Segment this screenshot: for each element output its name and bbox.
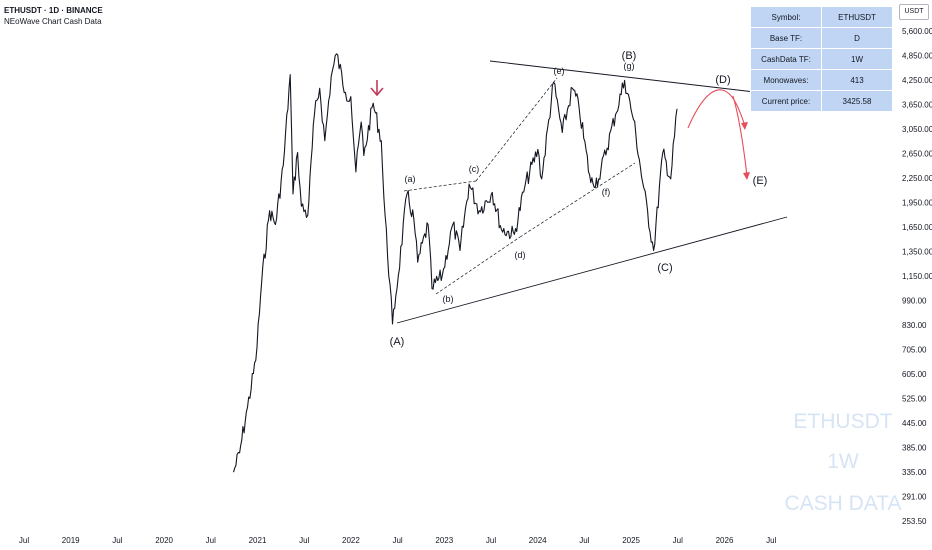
y-tick-label: 335.00 xyxy=(902,468,927,477)
y-tick-label: 4,850.00 xyxy=(902,52,932,61)
y-tick-label: 3,050.00 xyxy=(902,125,932,134)
info-key: CashData TF: xyxy=(750,48,822,70)
wave-label-a: (a) xyxy=(405,174,416,184)
y-tick-label: 3,650.00 xyxy=(902,101,932,110)
projection-arrowhead-1 xyxy=(741,122,748,130)
y-tick-label: 1,650.00 xyxy=(902,223,932,232)
chart-title: ETHUSDT · 1D · BINANCE xyxy=(4,6,103,15)
info-row: Base TF: D xyxy=(750,27,893,49)
wave-label-A: (A) xyxy=(390,336,405,348)
wave-label-b: (b) xyxy=(443,294,454,304)
chart-subtitle: NEoWave Chart Cash Data xyxy=(4,17,102,26)
top-marker-arrow-head xyxy=(370,87,384,97)
y-tick-label: 2,650.00 xyxy=(902,150,932,159)
x-tick-label: 2023 xyxy=(435,536,453,545)
info-row: Current price: 3425.58 xyxy=(750,90,893,112)
x-tick-label: Jul xyxy=(112,536,122,545)
y-tick-label: 525.00 xyxy=(902,395,927,404)
trendlines xyxy=(396,60,798,324)
x-tick-label: Jul xyxy=(766,536,776,545)
x-axis: Jul 2019 Jul 2020 Jul 2021 Jul 2022 Jul 2023 Jul 20… xyxy=(19,536,777,545)
y-tick-label: 385.00 xyxy=(902,444,927,453)
y-tick-label: 1,950.00 xyxy=(902,199,932,208)
lower-triangle-line xyxy=(396,216,788,324)
wave-label-c: (c) xyxy=(469,164,480,174)
watermark-line-1: ETHUSDT xyxy=(793,410,892,433)
wave-label-d: (d) xyxy=(515,250,526,260)
y-tick-label: 990.00 xyxy=(902,297,927,306)
info-table: Symbol: ETHUSDT Base TF: D CashData TF: 1W Mon… xyxy=(750,6,893,112)
currency-button[interactable]: USDT xyxy=(899,4,929,20)
projection-drop xyxy=(732,95,748,177)
y-tick-label: 830.00 xyxy=(902,321,927,330)
wave-label-E: (E) xyxy=(753,175,768,187)
x-tick-label: Jul xyxy=(486,536,496,545)
dashed-line-c-e xyxy=(475,77,558,182)
info-value: 413 xyxy=(821,69,893,91)
projection-arrows xyxy=(370,80,750,180)
x-tick-label: Jul xyxy=(206,536,216,545)
x-tick-label: 2020 xyxy=(155,536,173,545)
wave-labels: (A) (B) (C) (D) (E) (a) (b) (c) (d) (e) … xyxy=(390,50,768,348)
info-value: ETHUSDT xyxy=(821,6,893,28)
x-tick-label: 2019 xyxy=(62,536,80,545)
upper-triangle-line xyxy=(489,60,798,98)
y-tick-label: 4,250.00 xyxy=(902,76,932,85)
wave-label-C: (C) xyxy=(657,262,672,274)
info-value: D xyxy=(821,27,893,49)
price-series-line xyxy=(232,53,678,473)
projection-arrowhead-2 xyxy=(743,172,750,180)
wave-label-B: (B) xyxy=(622,50,637,62)
dashed-line-a-c xyxy=(403,180,477,192)
x-tick-label: 2022 xyxy=(342,536,360,545)
y-tick-label: 253.50 xyxy=(902,517,927,526)
x-tick-label: Jul xyxy=(579,536,589,545)
y-tick-label: 705.00 xyxy=(902,346,927,355)
x-tick-label: Jul xyxy=(673,536,683,545)
info-row: Symbol: ETHUSDT xyxy=(750,6,893,28)
info-value: 3425.58 xyxy=(821,90,893,112)
info-value: 1W xyxy=(821,48,893,70)
y-tick-label: 2,250.00 xyxy=(902,174,932,183)
info-key: Symbol: xyxy=(750,6,822,28)
x-tick-label: 2021 xyxy=(249,536,267,545)
dashed-line-d-f xyxy=(519,162,636,238)
y-tick-label: 1,350.00 xyxy=(902,248,932,257)
info-key: Current price: xyxy=(750,90,822,112)
wave-label-D: (D) xyxy=(715,74,730,86)
wave-label-f: (f) xyxy=(602,187,611,197)
info-row: CashData TF: 1W xyxy=(750,48,893,70)
y-tick-label: 445.00 xyxy=(902,419,927,428)
projection-arc xyxy=(687,89,746,129)
watermark-line-3: CASH DATA xyxy=(784,492,901,515)
x-tick-label: 2025 xyxy=(622,536,640,545)
info-key: Monowaves: xyxy=(750,69,822,91)
y-tick-label: 291.00 xyxy=(902,493,927,502)
y-tick-label: 5,600.00 xyxy=(902,27,932,36)
x-tick-label: 2024 xyxy=(529,536,547,545)
y-tick-label: 1,150.00 xyxy=(902,272,932,281)
x-tick-label: 2026 xyxy=(716,536,734,545)
x-tick-label: Jul xyxy=(392,536,402,545)
x-tick-label: Jul xyxy=(19,536,29,545)
wave-label-e: (e) xyxy=(554,66,565,76)
y-axis: 5,600.00 4,850.00 4,250.00 3,650.00 3,050.00… xyxy=(902,27,932,526)
watermark-line-2: 1W xyxy=(827,450,859,473)
info-row: Monowaves: 413 xyxy=(750,69,893,91)
wave-label-g: (g) xyxy=(624,61,635,71)
y-tick-label: 605.00 xyxy=(902,370,927,379)
x-tick-label: Jul xyxy=(299,536,309,545)
info-key: Base TF: xyxy=(750,27,822,49)
watermark: ETHUSDT 1W CASH DATA xyxy=(784,410,901,515)
dashed-line-b-d xyxy=(435,236,521,295)
